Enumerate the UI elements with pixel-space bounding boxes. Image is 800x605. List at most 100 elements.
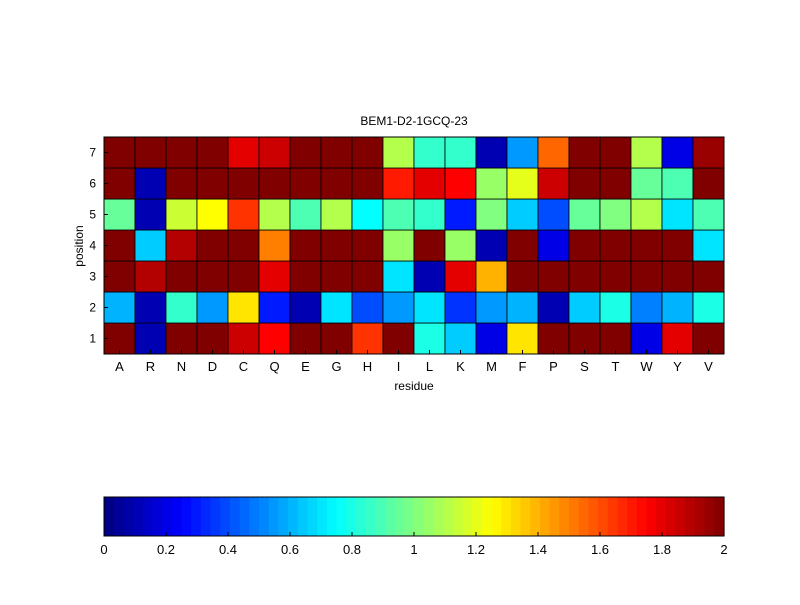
heatmap-cell xyxy=(568,229,601,262)
heatmap-cell xyxy=(506,229,539,262)
colorbar-band xyxy=(569,497,580,536)
heatmap-cell xyxy=(599,291,632,324)
heatmap-cell xyxy=(134,229,167,262)
heatmap-cell xyxy=(320,229,353,262)
colorbar-tick-label: 0 xyxy=(100,542,107,557)
heatmap-cell xyxy=(196,198,229,231)
colorbar-tick-label: 1.4 xyxy=(529,542,547,557)
heatmap-cell xyxy=(506,291,539,324)
colorbar-band xyxy=(249,497,260,536)
colorbar-band xyxy=(617,497,628,536)
heatmap-cell xyxy=(568,322,601,355)
colorbar-band xyxy=(384,497,396,536)
x-tick-label: H xyxy=(363,359,372,374)
heatmap-cell xyxy=(165,322,198,355)
colorbar-tick-label: 1.2 xyxy=(467,542,485,557)
heatmap-cell xyxy=(661,229,694,262)
heatmap-cell xyxy=(258,136,291,169)
heatmap-cell xyxy=(196,167,229,200)
heatmap-cell xyxy=(134,167,167,200)
x-tick-label: N xyxy=(177,359,186,374)
heatmap-cell xyxy=(630,229,663,262)
colorbar-band xyxy=(336,497,347,536)
colorbar-band xyxy=(462,497,473,536)
heatmap-cell xyxy=(444,291,477,324)
heatmap-cell xyxy=(661,198,694,231)
colorbar-band xyxy=(123,497,134,536)
colorbar-ticks: 0 0.2 0.4 0.6 0.8 1 1.2 1.4 1.6 1.8 2 xyxy=(100,532,728,557)
heatmap-cell xyxy=(537,229,570,262)
heatmap-cell xyxy=(475,229,508,262)
heatmap-cell xyxy=(103,136,136,169)
heatmap-cell xyxy=(661,136,694,169)
heatmap-cell xyxy=(444,167,477,200)
heatmap-cell xyxy=(413,291,446,324)
heatmap-cell xyxy=(165,229,198,262)
colorbar-band xyxy=(152,497,163,536)
heatmap-cell xyxy=(506,167,539,200)
heatmap-cell xyxy=(599,322,632,355)
heatmap-cell xyxy=(165,198,198,231)
colorbar-band xyxy=(598,497,609,536)
colorbar-band xyxy=(510,497,522,536)
heatmap-cell xyxy=(320,291,353,324)
heatmap-cell xyxy=(475,291,508,324)
colorbar-band xyxy=(530,497,541,536)
colorbar-band xyxy=(220,497,231,536)
colorbar-band xyxy=(675,497,686,536)
heatmap-cell xyxy=(661,291,694,324)
heatmap-cell xyxy=(630,260,663,293)
colorbar-band xyxy=(704,497,715,536)
colorbar-band xyxy=(665,497,677,536)
colorbar-band xyxy=(472,497,483,536)
heatmap-cell xyxy=(382,229,415,262)
heatmap-cell xyxy=(537,167,570,200)
chart-title: BEM1-D2-1GCQ-23 xyxy=(360,114,468,128)
colorbar-band xyxy=(239,497,250,536)
x-tick-label: A xyxy=(115,359,124,374)
colorbar-band xyxy=(588,497,599,536)
heatmap-cell xyxy=(382,136,415,169)
heatmap-cell xyxy=(413,167,446,200)
heatmap-cell xyxy=(289,322,322,355)
heatmap-cell xyxy=(103,229,136,262)
colorbar-tick-label: 1.6 xyxy=(591,542,609,557)
heatmap-cell xyxy=(103,167,136,200)
heatmap-cell xyxy=(258,260,291,293)
colorbar-band xyxy=(656,497,667,536)
heatmap-cell xyxy=(475,198,508,231)
heatmap-cell xyxy=(630,167,663,200)
heatmap-cell xyxy=(320,198,353,231)
heatmap-cell xyxy=(258,167,291,200)
colorbar-band xyxy=(491,497,502,536)
heatmap-cell xyxy=(196,136,229,169)
heatmap-cell xyxy=(103,260,136,293)
heatmap-cell xyxy=(134,136,167,169)
heatmap-cell xyxy=(506,198,539,231)
colorbar-tick-label: 2 xyxy=(720,542,727,557)
colorbar-band xyxy=(685,497,696,536)
colorbar-band xyxy=(607,497,619,536)
colorbar-band xyxy=(539,497,551,536)
colorbar-band xyxy=(181,497,192,536)
heatmap-cell xyxy=(413,322,446,355)
colorbar-band xyxy=(297,497,309,536)
heatmap-cell xyxy=(630,136,663,169)
colorbar-band xyxy=(694,497,706,536)
y-tick-label: 4 xyxy=(89,239,96,253)
heatmap-cell xyxy=(165,291,198,324)
colorbar-band xyxy=(162,497,173,536)
heatmap-cell xyxy=(289,260,322,293)
colorbar-band xyxy=(200,497,212,536)
colorbar-tick-label: 1.8 xyxy=(653,542,671,557)
colorbar-band xyxy=(326,497,338,536)
colorbar-band xyxy=(133,497,144,536)
heatmap-cell xyxy=(568,260,601,293)
heatmap-cell xyxy=(165,260,198,293)
x-tick-label: Y xyxy=(673,359,682,374)
x-tick-label: R xyxy=(146,359,155,374)
heatmap-cell xyxy=(475,167,508,200)
heatmap-cell xyxy=(506,136,539,169)
